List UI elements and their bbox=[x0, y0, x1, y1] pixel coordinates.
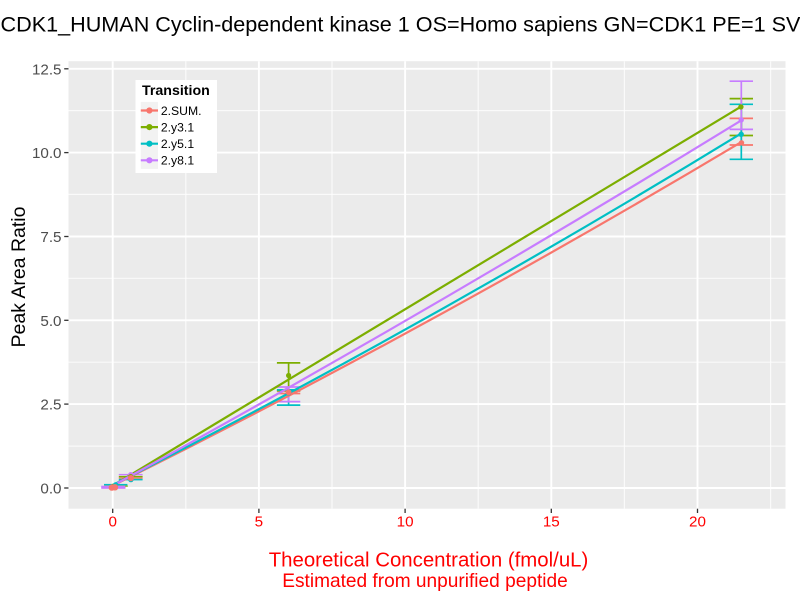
svg-text:20: 20 bbox=[689, 514, 706, 531]
svg-text:10: 10 bbox=[397, 514, 414, 531]
svg-text:2.SUM.: 2.SUM. bbox=[161, 104, 202, 118]
svg-text:CDK1_HUMAN Cyclin-dependent ki: CDK1_HUMAN Cyclin-dependent kinase 1 OS=… bbox=[1, 11, 800, 36]
svg-text:0: 0 bbox=[108, 514, 116, 531]
svg-text:Transition: Transition bbox=[142, 83, 210, 99]
svg-text:Theoretical Concentration (fmo: Theoretical Concentration (fmol/uL) bbox=[269, 550, 589, 572]
svg-text:15: 15 bbox=[543, 514, 560, 531]
svg-text:2.y8.1: 2.y8.1 bbox=[161, 154, 194, 168]
svg-text:5: 5 bbox=[255, 514, 263, 531]
svg-text:10.0: 10.0 bbox=[32, 145, 62, 162]
svg-text:5.0: 5.0 bbox=[40, 313, 61, 330]
svg-text:Estimated from unpurified pept: Estimated from unpurified peptide bbox=[282, 571, 568, 592]
svg-text:2.y5.1: 2.y5.1 bbox=[161, 137, 194, 151]
svg-text:2.5: 2.5 bbox=[40, 397, 61, 414]
svg-text:Peak Area Ratio: Peak Area Ratio bbox=[8, 206, 30, 347]
svg-text:12.5: 12.5 bbox=[32, 61, 62, 78]
svg-text:7.5: 7.5 bbox=[40, 229, 61, 246]
svg-text:0.0: 0.0 bbox=[40, 481, 61, 498]
svg-text:2.y3.1: 2.y3.1 bbox=[161, 121, 194, 135]
